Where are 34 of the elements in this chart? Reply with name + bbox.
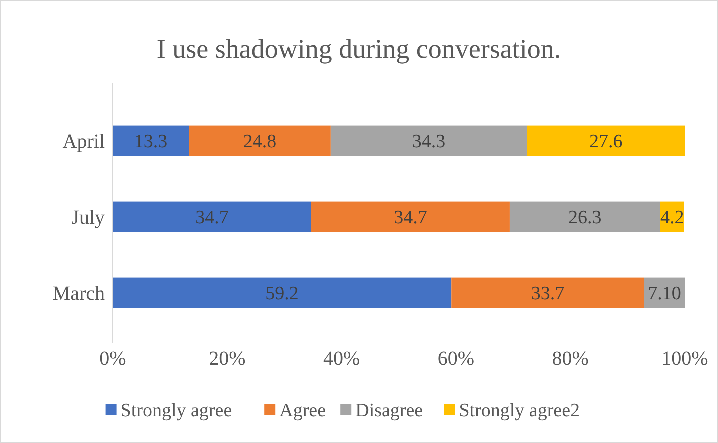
bar [113, 202, 312, 232]
data-label: 59.2 [266, 284, 299, 305]
data-label: 26.3 [568, 208, 602, 229]
bar [113, 126, 190, 156]
legend-label: Agree [280, 400, 326, 422]
y-tick-label: March [52, 283, 105, 305]
x-tick-label: 60% [438, 348, 475, 370]
legend-label: Disagree [356, 400, 424, 422]
x-tick-label: 40% [323, 348, 360, 370]
y-tick-label: July [72, 207, 105, 229]
x-tick-label: 0% [100, 348, 126, 370]
data-label: 24.8 [243, 132, 277, 153]
bar [527, 126, 685, 156]
bar [330, 126, 528, 156]
data-label: 13.3 [134, 132, 168, 153]
data-label: 34.7 [196, 208, 229, 229]
bar [452, 278, 644, 308]
data-label: 34.7 [394, 208, 428, 229]
data-label: 33.7 [531, 284, 565, 305]
bar [510, 202, 660, 232]
bar [311, 202, 510, 232]
data-label: 7.10 [648, 284, 682, 305]
bar [189, 126, 331, 156]
x-tick-label: 80% [552, 348, 589, 370]
y-tick-label: April [62, 131, 106, 153]
bar [113, 278, 452, 308]
x-tick-label: 100% [662, 348, 708, 370]
data-label: 34.3 [412, 132, 446, 153]
chart-title: I use shadowing during conversation. [156, 34, 562, 64]
data-label: 4.2 [660, 208, 684, 229]
data-label: 27.6 [589, 132, 623, 153]
x-tick-label: 20% [209, 348, 246, 370]
legend-label: Strongly agree2 [459, 400, 580, 422]
legend-label: Strongly agree [120, 400, 232, 422]
